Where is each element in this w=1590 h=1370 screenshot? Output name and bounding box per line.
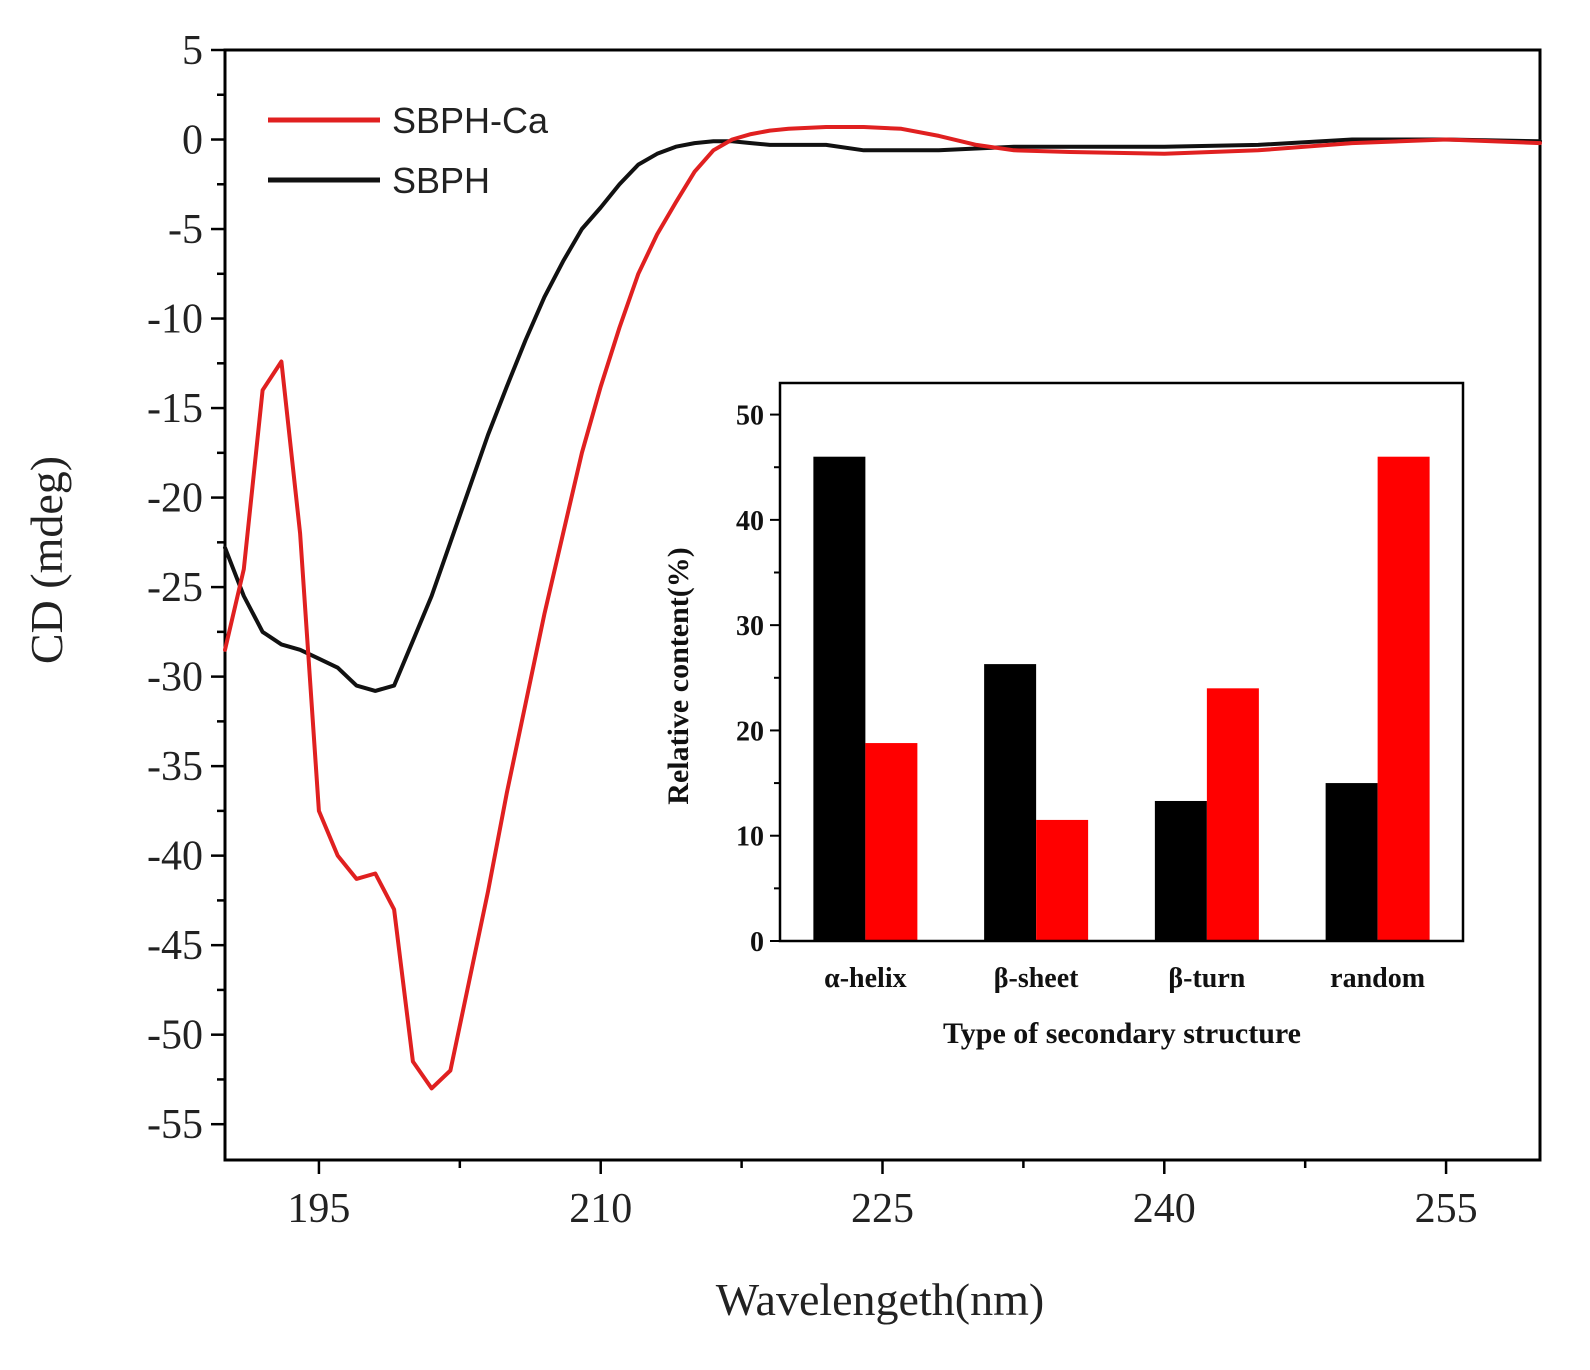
inset-plot-frame (778, 381, 1465, 943)
main-y-tick-label: -40 (147, 834, 203, 880)
main-axis-ticks (211, 48, 1448, 1174)
inset-y-tick-label: 50 (736, 401, 764, 432)
inset-y-axis-title: Relative content(%) (662, 547, 695, 804)
inset-category-label: β-turn (1168, 963, 1245, 994)
series-line-sbph-ca (223, 125, 1542, 1091)
main-series-lines (223, 125, 1542, 1091)
inset-category-label: α-helix (824, 963, 907, 994)
inset-y-tick-labels: 0 10 20 30 40 50 (736, 401, 764, 958)
inset-bar-chart: 0 10 20 30 40 50 α-helix β-sheet β-turn random T… (662, 381, 1465, 1050)
inset-bar-black (984, 664, 1037, 941)
inset-bar-red (1206, 688, 1259, 941)
main-x-tick-label: 195 (287, 1186, 350, 1232)
inset-bar-black (1325, 783, 1378, 941)
inset-category-label: random (1330, 963, 1425, 994)
legend-label-sbph: SBPH (392, 160, 490, 201)
inset-bar-red (1377, 456, 1430, 941)
main-x-tick-label: 255 (1415, 1186, 1478, 1232)
main-y-tick-labels: 5 0 -5 -10 -15 -20 -25 -30 -35 -40 -45 -50 -55 (147, 28, 203, 1148)
main-x-tick-labels: 195 210 225 240 255 (287, 1186, 1477, 1232)
main-y-axis-title: CD (mdeg) (21, 456, 72, 664)
main-y-tick-label: -45 (147, 923, 203, 969)
main-x-tick-label: 240 (1133, 1186, 1196, 1232)
main-x-tick-label: 225 (851, 1186, 914, 1232)
inset-axis-ticks (770, 413, 780, 942)
inset-y-tick-label: 0 (750, 927, 764, 958)
series-line-sbph (223, 137, 1542, 693)
main-y-tick-label: -10 (147, 297, 203, 343)
main-y-tick-label: 5 (182, 28, 203, 74)
main-y-tick-label: -30 (147, 655, 203, 701)
main-y-tick-label: -20 (147, 476, 203, 522)
inset-bar-black (1154, 800, 1207, 941)
main-y-tick-label: -5 (168, 207, 203, 253)
inset-y-tick-label: 40 (736, 506, 764, 537)
inset-x-axis-title: Type of secondary structure (943, 1017, 1301, 1050)
main-y-tick-label: -55 (147, 1102, 203, 1148)
inset-bar-red (1036, 819, 1089, 941)
main-y-tick-label: -25 (147, 565, 203, 611)
main-x-axis-title: Wavelengeth(nm) (716, 1274, 1044, 1325)
main-x-tick-label: 210 (569, 1186, 632, 1232)
inset-bar-red (865, 743, 918, 941)
inset-y-tick-label: 20 (736, 716, 764, 747)
legend: SBPH-Ca SBPH (268, 100, 549, 201)
inset-category-labels: α-helix β-sheet β-turn random (824, 963, 1425, 994)
main-y-tick-label: -15 (147, 386, 203, 432)
inset-y-tick-label: 30 (736, 611, 764, 642)
inset-bar-black (813, 456, 866, 941)
inset-category-label: β-sheet (994, 963, 1079, 994)
main-y-tick-label: -35 (147, 744, 203, 790)
inset-bars (813, 456, 1430, 941)
inset-y-tick-label: 10 (736, 822, 764, 853)
main-y-tick-label: -50 (147, 1013, 203, 1059)
legend-label-sbph-ca: SBPH-Ca (392, 100, 549, 141)
main-y-tick-label: 0 (182, 118, 203, 164)
